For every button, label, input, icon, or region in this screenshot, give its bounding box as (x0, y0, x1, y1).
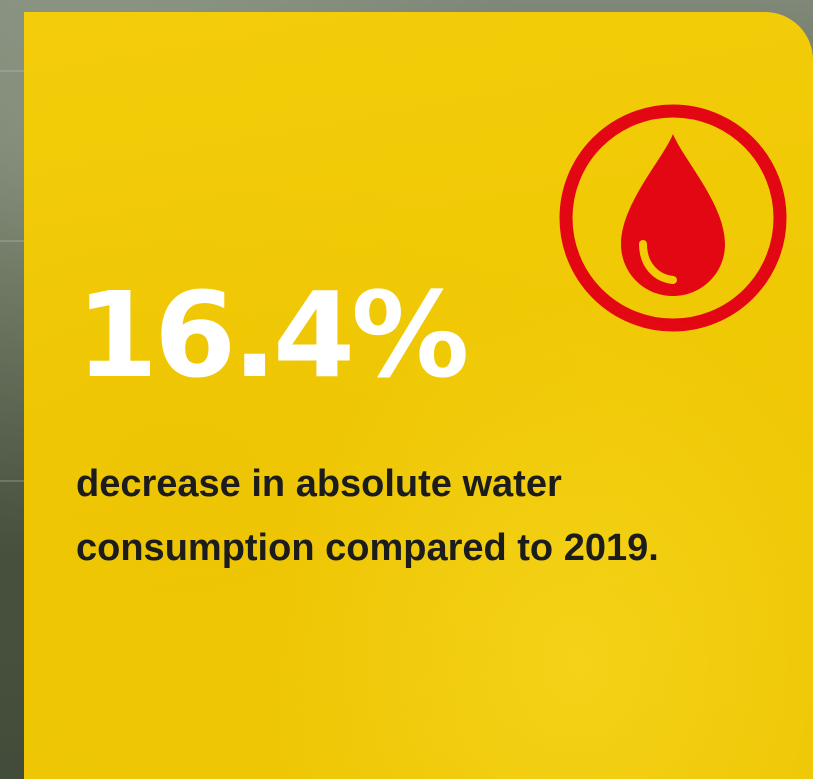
stat-card: 16.4% decrease in absolute water consump… (24, 12, 813, 779)
stat-value: 16.4% (76, 266, 469, 404)
water-drop-icon (559, 104, 787, 332)
drop-highlight (639, 240, 677, 284)
drop-shape (621, 134, 725, 296)
stat-description: decrease in absolute water consumption c… (76, 463, 659, 569)
icon-ring-outline (559, 104, 787, 332)
